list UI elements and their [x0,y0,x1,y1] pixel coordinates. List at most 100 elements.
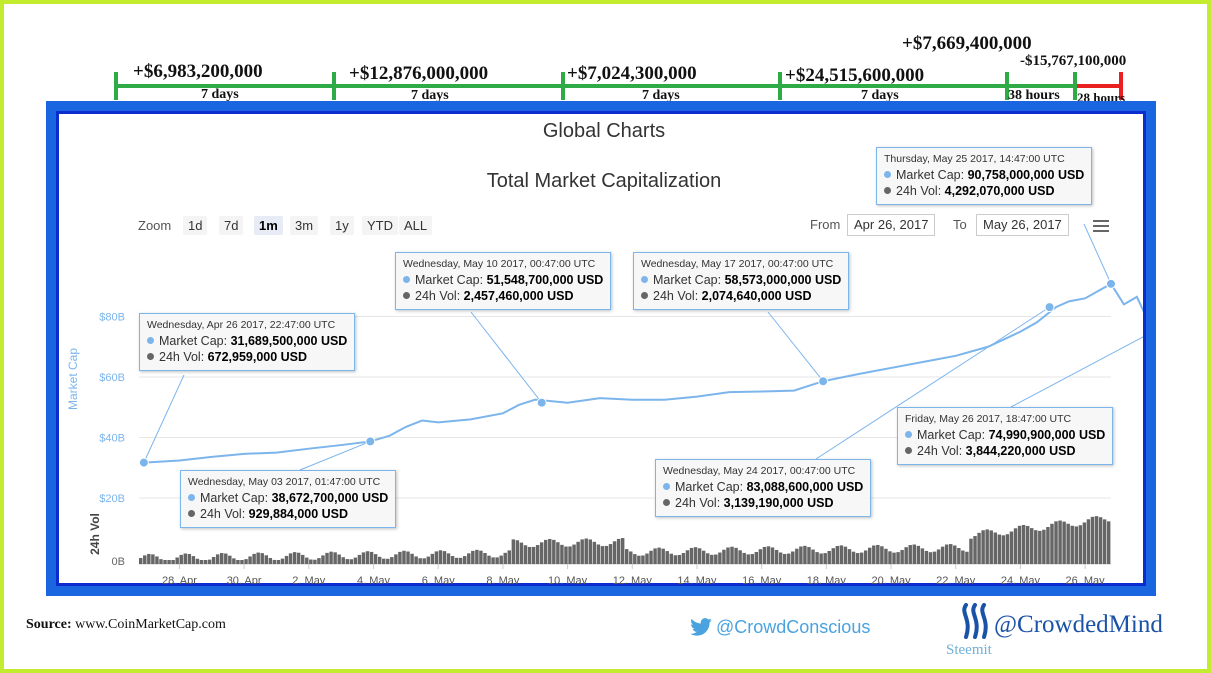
volume-bar [750,554,754,564]
volume-bar [560,544,564,564]
volume-bar [288,553,293,564]
volume-bar [730,546,734,564]
volume-bar [876,544,880,564]
segment-5-amount: +$7,669,400,000 [902,33,1032,54]
volume-bar [904,547,908,564]
volume-bar [908,545,912,564]
volume-bar [463,556,467,564]
volume-bar [224,553,228,564]
volume-axis-label: 24h Vol [88,513,102,555]
tooltip-date: Thursday, May 25 2017, 14:47:00 UTC [884,153,1065,165]
volume-bar [661,548,665,564]
volume-bar [467,553,471,564]
zoom-1m-button[interactable]: 1m [254,216,283,235]
source-label: Source: [26,617,72,632]
volume-dot-icon [403,292,410,299]
to-date-input[interactable]: May 26, 2017 [976,214,1069,236]
volume-bar [365,551,370,564]
volume-bar [1042,529,1046,564]
volume-bar [313,559,317,564]
zoom-ytd-button[interactable]: YTD [362,216,398,235]
from-label: From [810,217,841,232]
cap-label: Market Cap: [917,428,986,442]
zoom-1y-button[interactable]: 1y [330,216,354,235]
volume-bar [207,559,212,564]
volume-bar [430,553,435,564]
volume-bar [151,554,155,564]
volume-bar [159,559,163,564]
x-tick-label: 8. May [486,575,520,584]
volume-bar [418,558,422,564]
volume-bar [155,556,159,564]
y-tick-label: $60B [99,372,125,384]
volume-bar [568,546,572,564]
volume-bar [195,558,200,564]
volume-bar [410,553,414,564]
volume-bar [187,553,192,564]
volume-bar [406,551,410,564]
cap-value: 51,548,700,000 USD [486,273,604,287]
volume-bar [232,558,236,564]
volume-bar [949,544,953,564]
volume-bar [831,548,835,564]
volume-bar [706,553,710,564]
zoom-all-button[interactable]: ALL [399,216,433,235]
volume-bar [264,555,268,564]
chart-heading: Global Charts [542,120,666,142]
volume-bar [645,553,649,564]
volume-bar [191,556,196,564]
volume-bar [329,551,333,564]
zoom-7d-button[interactable]: 7d [219,216,244,235]
highlight-point [365,436,376,447]
volume-bar [483,552,487,564]
source-credit: Source: www.CoinMarketCap.com [26,617,226,633]
volume-bar [203,560,208,564]
tooltip-connector [1010,336,1143,408]
volume-bar [341,557,345,564]
from-date-input[interactable]: Apr 26, 2017 [847,214,936,236]
volume-bar [147,553,151,564]
volume-bar [349,559,354,564]
volume-bar [677,554,682,564]
segment-3-amount: +$7,024,300,000 [567,63,697,84]
volume-bar [697,548,702,564]
volume-bar [774,549,779,564]
y-tick-label: $80B [99,312,125,324]
hamburger-menu-icon[interactable] [1093,220,1109,232]
x-tick-label: 26. May [1066,575,1106,584]
twitter-handle-block[interactable]: @CrowdConscious [690,617,870,638]
volume-bar [438,550,443,564]
volume-bar [689,547,694,564]
volume-bar [1005,534,1010,564]
vol-label: 24h Vol: [917,444,963,458]
volume-bar [475,549,479,564]
steemit-handle[interactable]: @CrowdedMind [994,611,1163,638]
tooltip-connector [299,440,371,471]
tooltip-date: Wednesday, May 03 2017, 01:47:00 UTC [188,476,381,488]
volume-bar [333,552,337,564]
volume-bar [977,532,981,564]
cap-label: Market Cap: [653,273,722,287]
zoom-3m-button[interactable]: 3m [290,216,319,235]
volume-bar [604,545,609,564]
volume-bar [272,559,277,564]
volume-bar [361,552,366,564]
volume-bar [924,550,929,564]
volume-bar [993,532,997,564]
highlight-point [1106,278,1116,289]
volume-bar [681,553,686,564]
volume-bar [710,554,714,564]
volume-bar [596,544,601,564]
zoom-1d-button[interactable]: 1d [183,216,208,235]
highlight-point [818,376,829,387]
volume-bar [1098,517,1103,564]
volume-bar [900,549,904,564]
volume-bar [762,546,767,564]
x-tick-label: 24. May [1001,575,1041,584]
volume-bar [843,546,848,564]
x-tick-label: 4. May [357,575,391,584]
cap-value: 58,573,000,000 USD [724,273,842,287]
volume-bar [957,548,961,564]
volume-bar [402,550,406,564]
source-url[interactable]: www.CoinMarketCap.com [75,617,226,632]
